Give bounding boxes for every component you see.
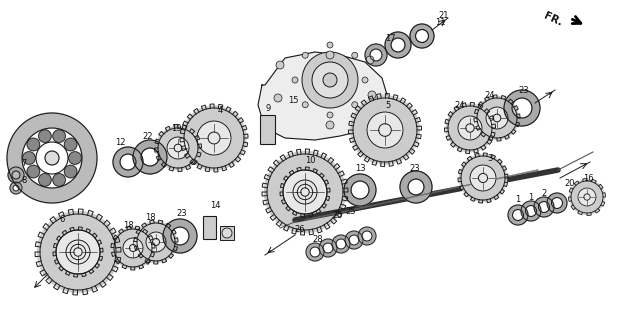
Text: 24: 24: [454, 100, 465, 109]
Text: 2: 2: [541, 189, 546, 198]
Text: 3: 3: [487, 154, 493, 163]
Text: 25: 25: [346, 207, 356, 217]
Text: 5: 5: [386, 100, 391, 109]
Circle shape: [352, 102, 357, 108]
Circle shape: [197, 121, 231, 155]
Circle shape: [45, 151, 59, 165]
Text: 23: 23: [409, 164, 420, 172]
Circle shape: [39, 173, 51, 186]
Circle shape: [327, 42, 333, 48]
Circle shape: [146, 232, 166, 252]
Text: 25: 25: [333, 211, 343, 220]
Circle shape: [222, 228, 232, 238]
Text: 9: 9: [265, 103, 270, 113]
Circle shape: [351, 96, 419, 164]
Text: 1: 1: [515, 196, 521, 204]
Circle shape: [123, 238, 143, 258]
Circle shape: [265, 151, 346, 233]
Circle shape: [283, 170, 327, 214]
Text: 8: 8: [21, 175, 27, 185]
Circle shape: [113, 228, 153, 268]
Text: 14: 14: [210, 202, 220, 211]
Circle shape: [64, 138, 77, 151]
Text: 18: 18: [123, 220, 133, 229]
Circle shape: [366, 56, 374, 64]
Text: 24: 24: [485, 91, 495, 100]
Text: 12: 12: [115, 138, 125, 147]
Circle shape: [312, 62, 348, 98]
Text: FR.: FR.: [542, 10, 564, 28]
Circle shape: [69, 152, 81, 164]
Circle shape: [182, 106, 246, 170]
Circle shape: [156, 126, 200, 170]
Text: 26: 26: [295, 226, 305, 235]
Circle shape: [53, 173, 65, 186]
Text: 16: 16: [583, 173, 593, 182]
Text: 7: 7: [21, 158, 27, 167]
Circle shape: [367, 112, 403, 148]
Text: 11: 11: [434, 18, 445, 27]
Circle shape: [446, 104, 494, 152]
Text: 18: 18: [145, 213, 155, 222]
Circle shape: [302, 52, 358, 108]
Circle shape: [326, 121, 334, 129]
Circle shape: [302, 52, 308, 58]
Text: 21: 21: [439, 11, 449, 20]
Text: 23: 23: [519, 85, 530, 94]
Text: 20: 20: [565, 179, 575, 188]
Circle shape: [23, 152, 35, 164]
Circle shape: [27, 138, 39, 151]
Polygon shape: [258, 52, 388, 140]
Bar: [220, 226, 234, 240]
Circle shape: [38, 212, 118, 292]
FancyBboxPatch shape: [203, 217, 217, 239]
Text: 28: 28: [313, 236, 323, 244]
Circle shape: [39, 130, 51, 142]
Circle shape: [167, 137, 189, 159]
Circle shape: [54, 228, 101, 276]
Text: 1: 1: [528, 193, 533, 202]
Circle shape: [459, 155, 506, 202]
Circle shape: [282, 169, 329, 215]
Circle shape: [135, 221, 177, 262]
Text: 17: 17: [385, 34, 395, 43]
Circle shape: [352, 52, 357, 58]
Text: 15: 15: [288, 95, 298, 105]
Circle shape: [326, 51, 334, 59]
Circle shape: [66, 240, 90, 264]
Circle shape: [458, 116, 482, 140]
Circle shape: [64, 165, 77, 178]
Text: 19: 19: [171, 124, 182, 132]
Circle shape: [53, 130, 65, 142]
Circle shape: [323, 73, 337, 87]
Circle shape: [274, 94, 282, 102]
Circle shape: [362, 77, 368, 83]
Text: 23: 23: [177, 209, 187, 218]
FancyBboxPatch shape: [260, 116, 275, 145]
Text: 6: 6: [59, 215, 64, 225]
Circle shape: [470, 165, 496, 191]
Text: 22: 22: [143, 132, 153, 140]
Circle shape: [276, 61, 284, 69]
Circle shape: [486, 107, 508, 129]
Text: 10: 10: [305, 156, 316, 164]
Text: 13: 13: [355, 164, 366, 172]
Circle shape: [570, 180, 604, 214]
Circle shape: [368, 91, 376, 99]
Circle shape: [27, 165, 39, 178]
Circle shape: [578, 188, 596, 206]
Circle shape: [56, 230, 100, 274]
Text: 4: 4: [217, 106, 223, 115]
Circle shape: [327, 112, 333, 118]
Circle shape: [476, 97, 518, 140]
Circle shape: [293, 180, 317, 204]
Circle shape: [302, 102, 308, 108]
Circle shape: [292, 77, 298, 83]
